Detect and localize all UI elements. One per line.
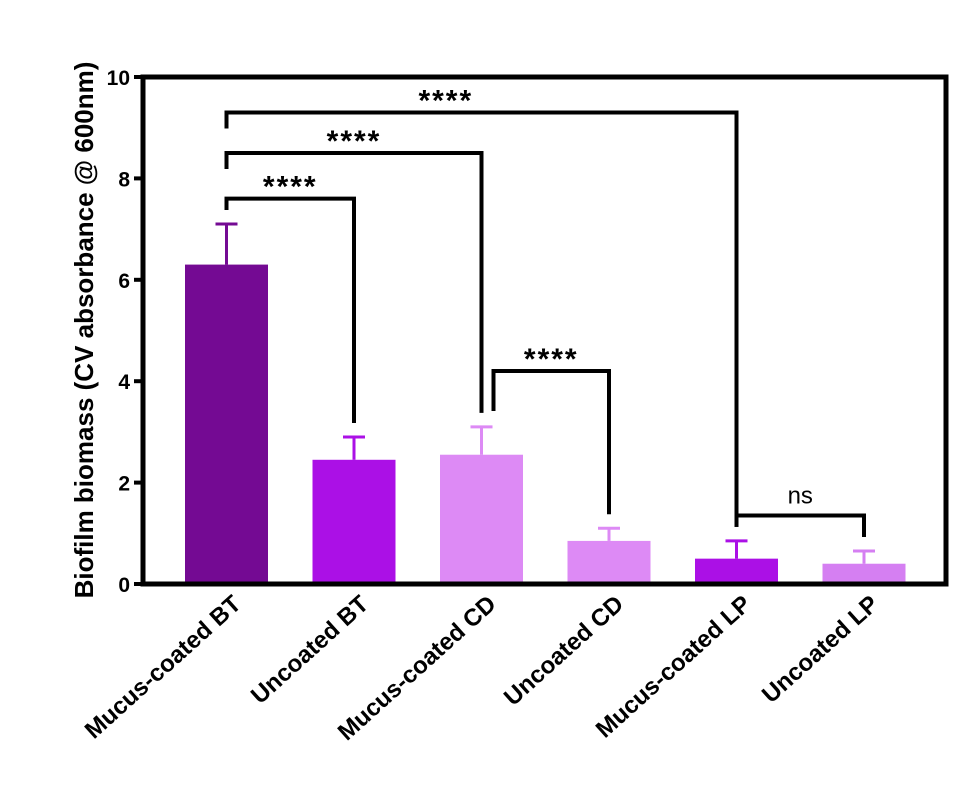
- plot-frame: [140, 74, 949, 587]
- y-tick-label: 4: [118, 371, 130, 394]
- x-category-label: Uncoated LP: [757, 590, 884, 708]
- significance-bracket: [224, 110, 739, 527]
- y-tick-label: 8: [118, 168, 130, 191]
- significance-label: ns: [788, 483, 813, 510]
- significance-label: ****: [524, 343, 579, 376]
- y-axis-label: Biofilm biomass (CV absorbance @ 600nm): [69, 62, 99, 599]
- significance-label: ****: [263, 171, 318, 204]
- x-category-label: Mucus-coated BT: [80, 590, 247, 744]
- y-axis-label-group: Biofilm biomass (CV absorbance @ 600nm): [69, 62, 99, 599]
- y-tick-label: 0: [118, 574, 130, 597]
- bar: [567, 540, 651, 584]
- bar: [695, 558, 778, 584]
- bar: [822, 563, 906, 584]
- significance-bracket: [224, 151, 484, 413]
- significance-label: ****: [418, 84, 473, 117]
- significance-bracket: [491, 369, 611, 515]
- y-tick-label: 2: [118, 473, 130, 496]
- significance-bracket: [734, 513, 866, 538]
- bar: [185, 264, 268, 584]
- x-category-label: Uncoated CD: [499, 590, 629, 711]
- bar: [440, 454, 523, 584]
- x-category-label: Uncoated BT: [246, 590, 374, 709]
- y-tick-label: 6: [118, 270, 130, 293]
- significance-bracket: [224, 196, 356, 423]
- significance-label: ****: [327, 125, 382, 158]
- bar: [312, 459, 396, 584]
- y-tick-label: 10: [107, 67, 130, 90]
